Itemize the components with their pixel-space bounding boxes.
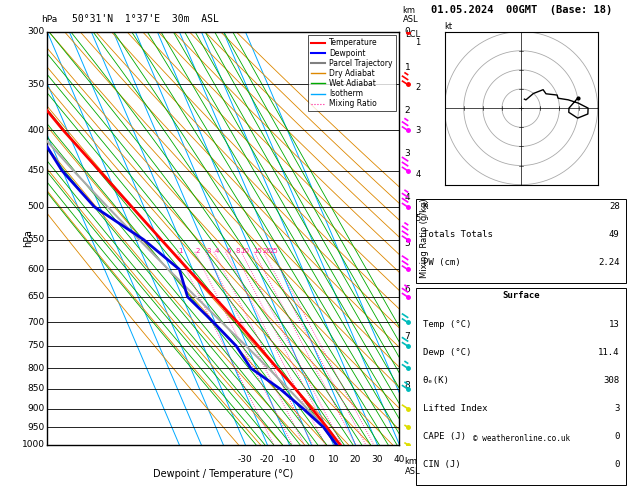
Text: 2.24: 2.24: [598, 259, 620, 267]
Text: 3: 3: [404, 150, 411, 158]
Text: 3: 3: [206, 248, 211, 254]
Text: 6: 6: [404, 285, 411, 294]
Text: © weatheronline.co.uk: © weatheronline.co.uk: [472, 434, 570, 443]
Text: 800: 800: [27, 364, 45, 373]
Text: 15: 15: [253, 248, 262, 254]
Text: 4: 4: [404, 193, 410, 202]
Text: 1: 1: [415, 37, 421, 47]
Text: 0: 0: [404, 27, 411, 36]
Text: 1: 1: [178, 248, 182, 254]
Text: 0: 0: [614, 432, 620, 441]
Text: 13: 13: [609, 319, 620, 329]
Text: Totals Totals: Totals Totals: [423, 230, 493, 239]
Text: 308: 308: [603, 376, 620, 385]
Text: 7: 7: [404, 332, 411, 341]
Text: 6: 6: [226, 248, 231, 254]
Text: 30: 30: [372, 455, 383, 464]
Text: 0: 0: [308, 455, 314, 464]
Text: 4: 4: [214, 248, 219, 254]
Text: 20: 20: [262, 248, 271, 254]
Text: 40: 40: [394, 455, 405, 464]
Text: 1: 1: [404, 63, 411, 72]
Text: CAPE (J): CAPE (J): [423, 432, 465, 441]
Text: 4: 4: [415, 170, 421, 179]
Text: 300: 300: [27, 27, 45, 36]
Text: Lifted Index: Lifted Index: [423, 404, 487, 413]
Text: 450: 450: [28, 166, 45, 175]
Text: Dewpoint / Temperature (°C): Dewpoint / Temperature (°C): [153, 469, 293, 480]
Text: km
ASL: km ASL: [404, 457, 420, 476]
Text: 25: 25: [270, 248, 279, 254]
Text: 1000: 1000: [21, 440, 45, 449]
Text: 350: 350: [27, 80, 45, 89]
Text: kt: kt: [445, 22, 453, 31]
Text: 2: 2: [415, 83, 421, 92]
Text: PW (cm): PW (cm): [423, 259, 460, 267]
Text: 400: 400: [28, 126, 45, 135]
Text: 650: 650: [27, 293, 45, 301]
Text: 01.05.2024  00GMT  (Base: 18): 01.05.2024 00GMT (Base: 18): [430, 4, 612, 15]
Text: Surface: Surface: [503, 292, 540, 300]
Text: -10: -10: [282, 455, 297, 464]
Text: Temp (°C): Temp (°C): [423, 319, 471, 329]
Text: 2: 2: [404, 106, 410, 115]
Legend: Temperature, Dewpoint, Parcel Trajectory, Dry Adiabat, Wet Adiabat, Isotherm, Mi: Temperature, Dewpoint, Parcel Trajectory…: [308, 35, 396, 111]
Text: 5: 5: [415, 214, 421, 223]
Text: CIN (J): CIN (J): [423, 460, 460, 469]
Text: 8: 8: [404, 381, 411, 389]
Text: 3: 3: [614, 404, 620, 413]
Text: 950: 950: [27, 423, 45, 432]
Text: 49: 49: [609, 230, 620, 239]
Text: 550: 550: [27, 235, 45, 244]
Text: 11.4: 11.4: [598, 347, 620, 357]
Text: LCL: LCL: [404, 30, 420, 39]
Text: -30: -30: [238, 455, 253, 464]
Bar: [416, 199, 626, 283]
Text: Mixing Ratio (g/kg): Mixing Ratio (g/kg): [420, 198, 428, 278]
Text: 750: 750: [27, 342, 45, 350]
Text: 5: 5: [404, 239, 411, 247]
Text: 900: 900: [27, 404, 45, 413]
Bar: [416, 288, 626, 485]
Text: 50°31'N  1°37'E  30m  ASL: 50°31'N 1°37'E 30m ASL: [72, 14, 220, 24]
Text: 2: 2: [196, 248, 200, 254]
Text: hPa: hPa: [41, 15, 57, 24]
Text: θₑ(K): θₑ(K): [423, 376, 450, 385]
Text: 0: 0: [614, 460, 620, 469]
Text: 28: 28: [609, 202, 620, 211]
Text: hPa: hPa: [23, 229, 33, 247]
Text: 500: 500: [27, 202, 45, 211]
Text: 3: 3: [415, 126, 421, 135]
Text: 10: 10: [328, 455, 339, 464]
Text: 700: 700: [27, 318, 45, 327]
Text: 20: 20: [350, 455, 361, 464]
Text: -20: -20: [260, 455, 275, 464]
Text: 850: 850: [27, 384, 45, 394]
Text: 8: 8: [235, 248, 240, 254]
Text: Dewp (°C): Dewp (°C): [423, 347, 471, 357]
Text: 600: 600: [27, 265, 45, 274]
Text: 10: 10: [240, 248, 249, 254]
Text: K: K: [423, 202, 428, 211]
Text: km
ASL: km ASL: [403, 6, 418, 24]
